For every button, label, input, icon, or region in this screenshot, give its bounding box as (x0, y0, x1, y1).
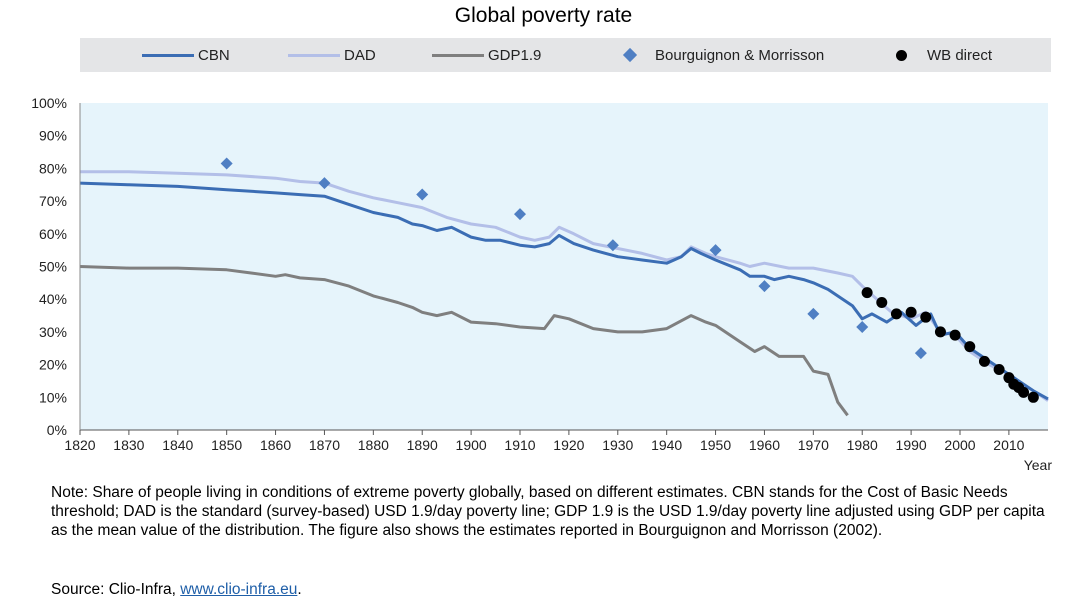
bourguignon-marker (709, 244, 722, 257)
x-tick-label: 1890 (407, 437, 438, 453)
legend-item-bourguignon: Bourguignon & Morrisson (621, 38, 824, 72)
y-tick-label: 0% (47, 422, 67, 438)
legend-swatch-diamond (622, 47, 638, 63)
x-tick-label: 1990 (896, 437, 927, 453)
y-tick-label: 100% (31, 95, 67, 111)
bourguignon-marker (807, 307, 820, 320)
x-tick-label: 1820 (64, 437, 95, 453)
legend: CBN DAD GDP1.9 Bourguignon & Morrisson W… (80, 38, 1051, 72)
plot-background (80, 103, 1048, 430)
x-tick-label: 1880 (358, 437, 389, 453)
wb-direct-marker (934, 326, 946, 338)
x-tick-label: 1870 (309, 437, 340, 453)
legend-swatch-dot (896, 49, 907, 61)
wb-direct-marker (1027, 391, 1039, 403)
x-tick-label: 1940 (651, 437, 682, 453)
wb-direct-marker (890, 308, 902, 320)
y-tick-label: 90% (39, 128, 67, 144)
legend-label-bourguignon: Bourguignon & Morrisson (655, 46, 825, 64)
chart-title: Global poverty rate (454, 4, 633, 27)
source-suffix: . (297, 581, 302, 598)
wb-direct-marker (993, 364, 1005, 376)
x-tick-label: 1900 (456, 437, 487, 453)
y-tick-label: 60% (39, 226, 67, 242)
x-tick-label: 1960 (749, 437, 780, 453)
legend-swatch-dad (288, 53, 340, 57)
series-line-cbn (79, 181, 1049, 401)
source-prefix: Source: Clio-Infra, (51, 581, 181, 598)
x-tick-label: 1930 (602, 437, 633, 453)
y-tick-label: 70% (39, 193, 67, 209)
legend-label-gdp19: GDP1.9 (488, 46, 542, 64)
y-tick-label: 50% (39, 259, 67, 275)
x-tick-label: 1850 (211, 437, 242, 453)
bourguignon-marker (758, 280, 771, 293)
bourguignon-marker (606, 239, 619, 252)
legend-label-dad: DAD (344, 46, 376, 64)
x-tick-label: 1860 (260, 437, 291, 453)
wb-direct-marker (1018, 386, 1030, 398)
legend-item-wb-direct: WB direct (896, 38, 992, 72)
x-tick-label: 1920 (553, 437, 584, 453)
bourguignon-marker (914, 347, 927, 360)
note-text: Note: Share of people living in conditio… (51, 484, 1045, 539)
y-tick-label: 80% (39, 160, 67, 176)
y-tick-label: 20% (39, 357, 67, 373)
y-tick-label: 40% (39, 291, 67, 307)
bourguignon-marker (856, 320, 869, 333)
x-tick-label: 1830 (113, 437, 144, 453)
y-tick-label: 30% (39, 324, 67, 340)
source-line: Source: Clio-Infra, www.clio-infra.eu. (51, 581, 302, 599)
legend-item-cbn: CBN (142, 38, 230, 72)
bourguignon-marker (514, 208, 526, 221)
bourguignon-marker (318, 177, 331, 190)
x-tick-label: 1840 (162, 437, 193, 453)
legend-swatch-gdp19 (432, 53, 484, 57)
legend-swatch-cbn (142, 53, 194, 57)
x-tick-label: 1950 (700, 437, 731, 453)
legend-label-wb-direct: WB direct (927, 46, 993, 64)
wb-direct-marker (964, 341, 976, 353)
wb-direct-marker (876, 296, 888, 308)
x-tick-label: 2000 (944, 437, 975, 453)
y-tick-label: 10% (39, 389, 67, 405)
wb-direct-marker (861, 287, 873, 299)
bourguignon-marker (220, 157, 233, 170)
x-tick-label: 1970 (798, 437, 829, 453)
series-line-gdp1-9 (79, 265, 849, 417)
x-tick-label: 1910 (504, 437, 535, 453)
x-tick-label: 2010 (993, 437, 1024, 453)
legend-item-dad: DAD (288, 38, 376, 72)
chart-area: 0% 10% 20% 30% 40% 50% 60% 70% 80% 90% 100% 1820 183… (31, 95, 1053, 473)
wb-direct-marker (920, 311, 932, 323)
source-link[interactable]: www.clio-infra.eu (180, 581, 298, 598)
x-axis-label: Year (1024, 457, 1053, 473)
x-tick-label: 1980 (847, 437, 878, 453)
wb-direct-marker (978, 355, 990, 367)
wb-direct-marker (905, 306, 917, 318)
legend-label-cbn: CBN (198, 46, 230, 64)
wb-direct-marker (949, 329, 961, 341)
bourguignon-marker (416, 188, 429, 201)
legend-item-gdp19: GDP1.9 (432, 38, 541, 72)
